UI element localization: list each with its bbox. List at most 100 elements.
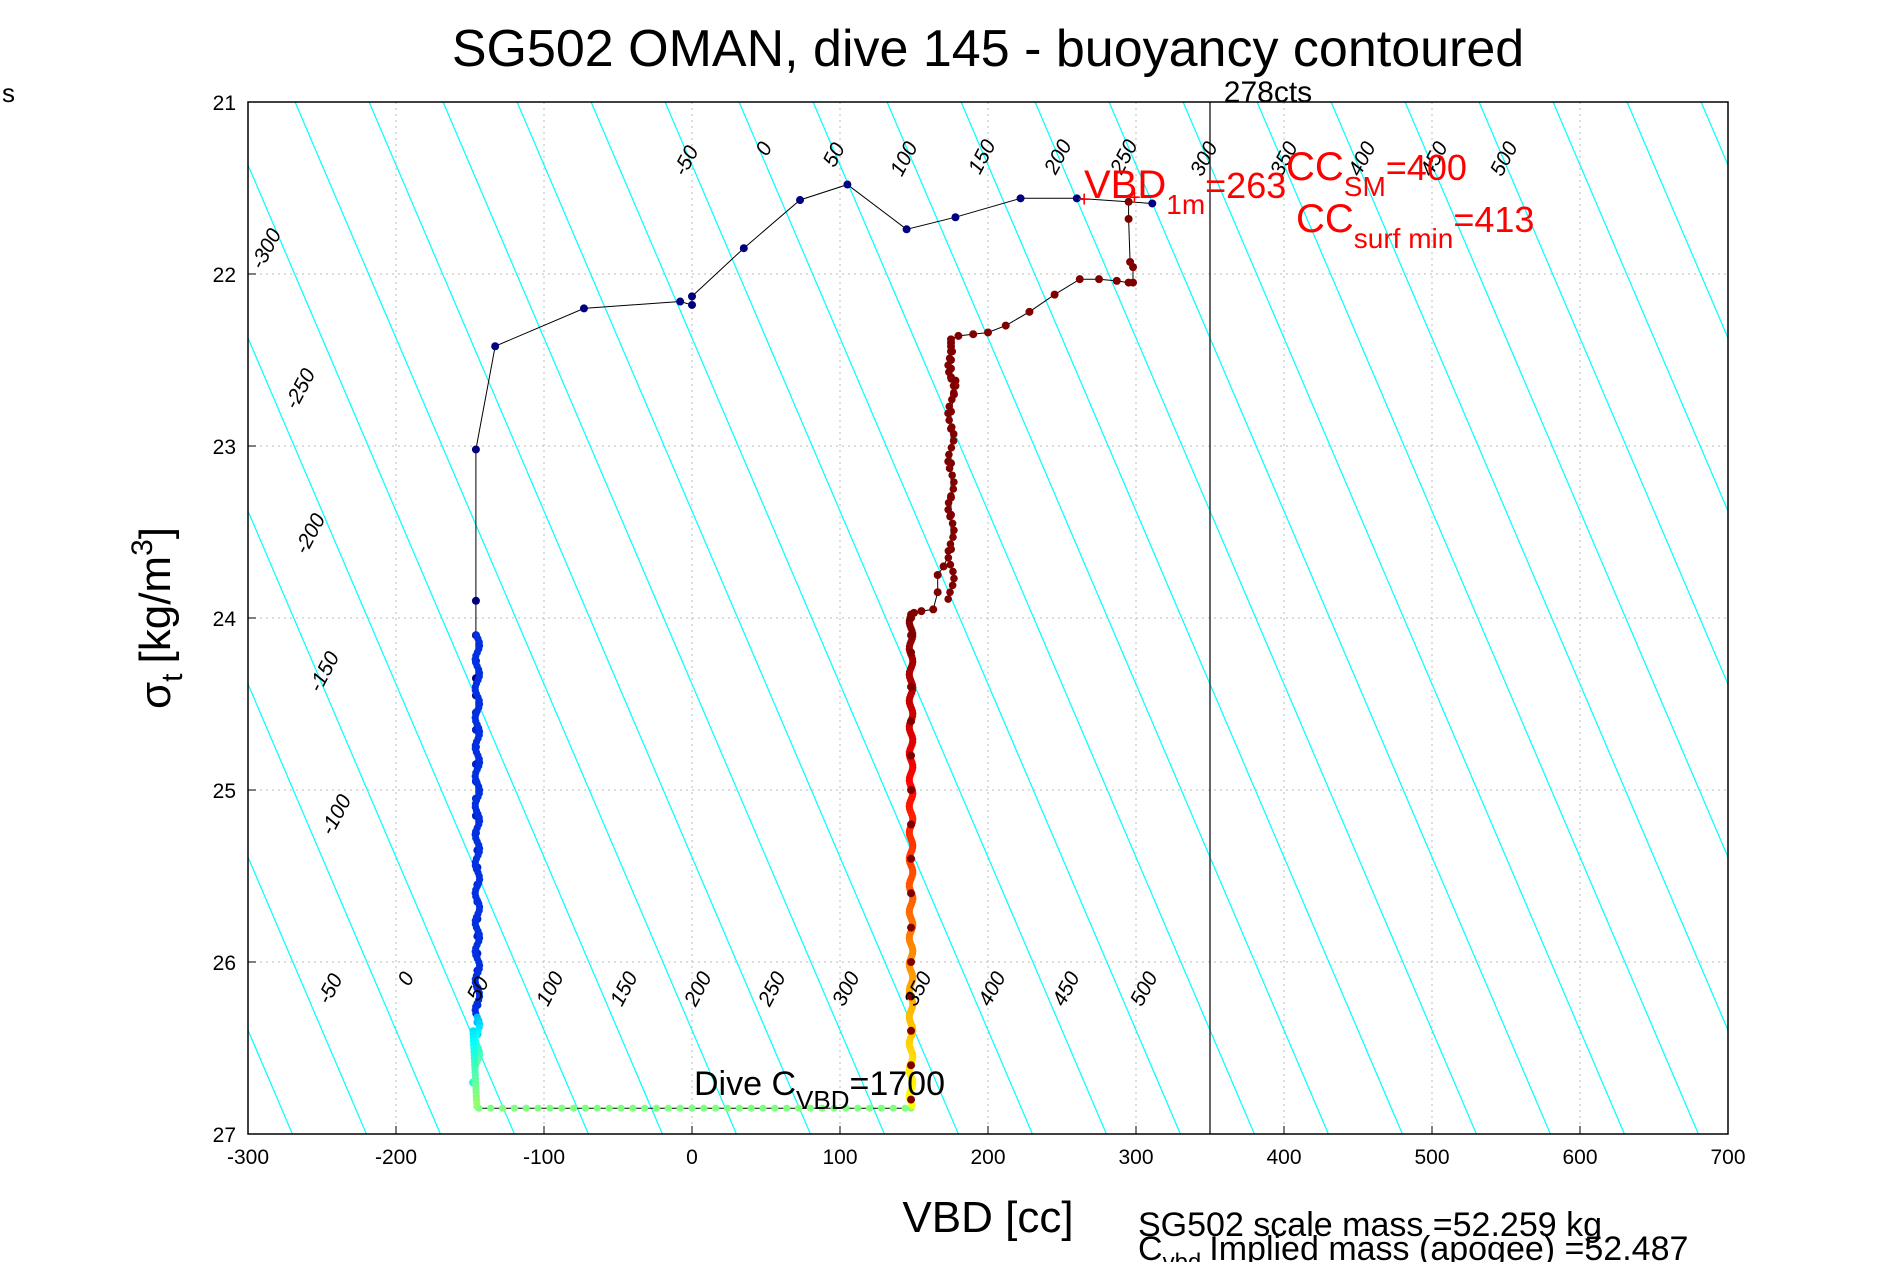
x-tick-label: 400 (1266, 1146, 1301, 1169)
climb-point (907, 958, 916, 966)
x-tick-label: 300 (1118, 1146, 1153, 1169)
x-tick-label: 0 (686, 1146, 698, 1169)
scale-mass-annotation: SG502 scale mass =52.259 kg (1138, 1206, 1602, 1244)
climb-point (1124, 214, 1133, 223)
climb-point (946, 588, 954, 596)
climb-point (945, 402, 954, 411)
y-label-sub: t (156, 673, 189, 682)
climb-point (947, 375, 956, 383)
climb-point (950, 526, 958, 535)
bottom-point (617, 1104, 625, 1112)
climb-point (949, 382, 958, 390)
contour-line (1034, 102, 1477, 1134)
contour-line (590, 102, 1033, 1134)
cc-sm-annotation: CCSM=400 (1286, 145, 1467, 202)
bottom-point (498, 1104, 507, 1112)
bottom-point (830, 1104, 838, 1112)
contour-line (248, 855, 367, 1134)
climb-point (908, 1102, 916, 1110)
climb-point (945, 416, 953, 425)
dive-cvbd-annotation: Dive CVBD=1700 (694, 1065, 945, 1115)
bottom-point (593, 1104, 601, 1112)
x-tick-label: 500 (1414, 1146, 1449, 1169)
bottom-point (889, 1104, 897, 1112)
x-axis-label: VBD [cc] (902, 1193, 1073, 1242)
climb-point (907, 923, 916, 932)
buoyancy-contours (248, 102, 1891, 1134)
bottom-point (546, 1104, 554, 1112)
svg-text:σt[kg/m3]: σt [kg/m3] (126, 527, 189, 709)
dive-point (739, 244, 748, 253)
x-tick-label: -300 (227, 1146, 269, 1169)
bottom-point (487, 1104, 495, 1112)
climb-point (948, 395, 956, 404)
climb-point (949, 567, 957, 576)
y-label-sigma: σ (131, 682, 180, 709)
dive-point (688, 292, 696, 301)
y-tick-label: 26 (213, 952, 236, 975)
bottom-point (522, 1104, 530, 1112)
cc-surf-min-annotation: CCsurf min=413 (1296, 197, 1534, 254)
climb-point (949, 533, 957, 541)
climb-point (946, 512, 954, 521)
y-tick-label: 25 (213, 780, 236, 803)
climb-point (907, 631, 916, 640)
bottom-point (712, 1104, 720, 1112)
climb-point (933, 571, 942, 579)
climb-point (944, 409, 952, 418)
bottom-point (759, 1104, 767, 1112)
dive-point (676, 297, 685, 306)
climb-point (944, 505, 952, 514)
climb-point (950, 478, 958, 486)
y-axis-label: σt [kg/m3] (126, 527, 189, 709)
climb-point (947, 335, 955, 344)
dive-point (1016, 194, 1025, 203)
cc-marker: + (1128, 185, 1141, 210)
dive-point (491, 342, 500, 351)
bottom-point (806, 1104, 815, 1112)
climb-point (907, 648, 916, 657)
bottom-point (771, 1104, 779, 1112)
climb-point (946, 560, 955, 569)
bottom-point (723, 1104, 732, 1112)
contour-line (1849, 102, 1891, 1134)
climb-point (948, 471, 956, 480)
x-tick-label: -200 (375, 1146, 417, 1169)
climb-point (944, 595, 952, 603)
y-axis-ticks: 21 22 23 24 25 26 27 (213, 92, 256, 1147)
contour-line (248, 509, 515, 1134)
contour-line (516, 102, 959, 1134)
bottom-point (605, 1104, 613, 1112)
bottom-point (676, 1104, 684, 1112)
climb-point (907, 1095, 916, 1104)
bottom-point (854, 1104, 862, 1112)
y-tick-label: 22 (213, 264, 236, 287)
bottom-point (842, 1104, 850, 1112)
climb-point (907, 682, 916, 691)
climb-point (907, 820, 916, 829)
bottom-point (629, 1104, 637, 1112)
contour-line (1552, 102, 1728, 513)
contour-line (1330, 102, 1728, 1032)
climb-point (969, 330, 978, 339)
bottom-point (866, 1104, 874, 1112)
climb-point (944, 361, 952, 369)
y-tick-label: 23 (213, 436, 236, 459)
climb-point (945, 368, 953, 376)
bottom-point (877, 1104, 886, 1112)
contour-line (294, 102, 737, 1134)
contour-line (248, 336, 589, 1134)
data-series: + + (468, 180, 1157, 1112)
x-tick-label: 200 (970, 1146, 1005, 1169)
climb-point (907, 889, 916, 898)
contour-line (442, 102, 885, 1134)
x-tick-label: -100 (523, 1146, 565, 1169)
x-axis-ticks: -300 -200 -100 0 100 200 300 400 500 600 700 (227, 1126, 1746, 1169)
contour-line (1182, 102, 1625, 1134)
climb-point (945, 450, 953, 459)
climb-point (948, 519, 957, 528)
x-tick-label: 100 (822, 1146, 857, 1169)
grid-lines (248, 102, 1728, 1134)
contour-line (886, 102, 1329, 1134)
